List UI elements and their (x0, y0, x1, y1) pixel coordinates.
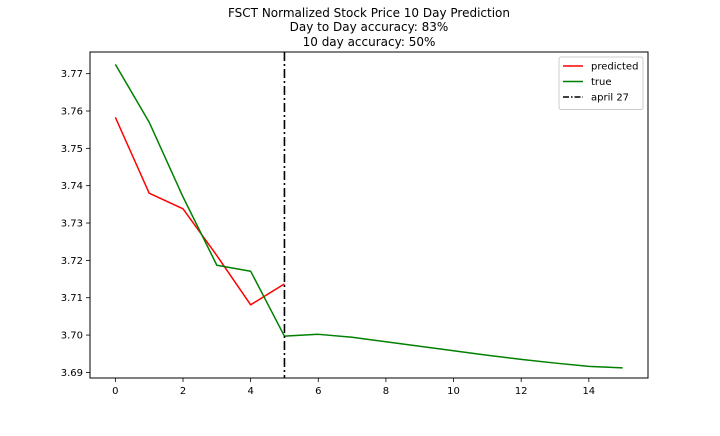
x-tick-label: 12 (515, 386, 528, 397)
chart-title-line-2: Day to Day accuracy: 83% (290, 20, 449, 34)
y-tick-label: 3.74 (61, 181, 83, 192)
plot-frame (89, 51, 649, 379)
chart-title-line-3: 10 day accuracy: 50% (303, 35, 436, 49)
x-tick-label: 0 (112, 386, 118, 397)
x-tick-label: 10 (447, 386, 460, 397)
series-layer (114, 63, 623, 369)
y-tick-label: 3.77 (61, 69, 83, 80)
legend-label: april 27 (591, 93, 629, 104)
y-tick-label: 3.69 (61, 368, 83, 379)
y-tick-label: 3.72 (61, 256, 83, 267)
y-axis: 3.69 3.70 3.71 3.72 3.73 3.74 3.75 3.76 3.77 (61, 69, 90, 379)
x-tick-label: 4 (247, 386, 253, 397)
legend-label: true (591, 77, 612, 88)
chart-title: FSCT Normalized Stock Price 10 Day Predi… (228, 6, 510, 49)
y-tick-label: 3.71 (61, 293, 83, 304)
legend-label: predicted (591, 62, 638, 73)
y-tick-label: 3.73 (61, 219, 83, 230)
x-tick-label: 6 (315, 386, 321, 397)
series-line-predicted (114, 117, 285, 306)
series-line-true (114, 63, 623, 369)
y-tick-label: 3.70 (61, 331, 83, 342)
x-tick-label: 2 (180, 386, 186, 397)
y-tick-label: 3.75 (61, 144, 83, 155)
legend: predicted true april 27 (558, 56, 644, 110)
chart-title-line-1: FSCT Normalized Stock Price 10 Day Predi… (228, 6, 510, 20)
x-tick-label: 8 (383, 386, 389, 397)
x-tick-label: 14 (582, 386, 595, 397)
y-tick-label: 3.76 (61, 107, 83, 118)
x-axis: 0 2 4 6 8 10 12 14 (112, 378, 595, 397)
